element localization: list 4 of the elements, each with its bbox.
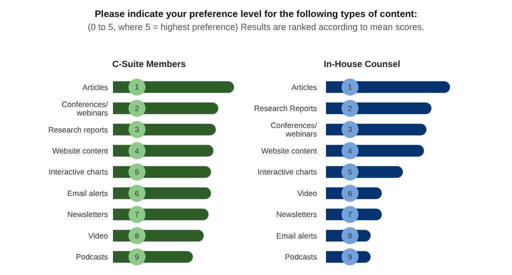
text: Please indicate your preference level for the following types of content: (94, 9, 418, 20)
chart-title: In-House Counsel (324, 59, 400, 69)
text: (0 to 5, where 5 = highest preference) Results are ranked according to mean scores. (88, 22, 424, 32)
chart-title: C-Suite Members (112, 59, 186, 69)
